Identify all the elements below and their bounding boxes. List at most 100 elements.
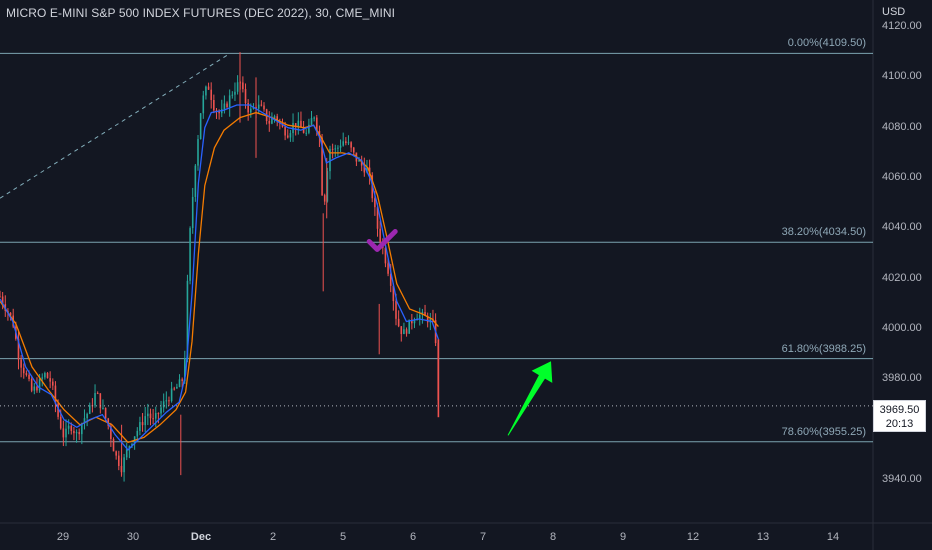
candle-body — [170, 388, 173, 402]
candle-body — [205, 86, 207, 96]
time-tick-label: Dec — [190, 531, 212, 543]
candle-body — [231, 94, 234, 96]
candle-body — [271, 117, 273, 124]
candle-body — [234, 91, 236, 95]
candle-body — [366, 167, 368, 173]
candle-body — [329, 148, 331, 172]
candle-body — [199, 113, 202, 140]
candle-body — [83, 418, 86, 424]
candle-body — [321, 137, 323, 196]
candle-body — [358, 160, 360, 162]
candle-body — [181, 379, 183, 381]
candle-body — [379, 228, 381, 242]
time-tick-label: 6 — [409, 531, 417, 543]
candle-body — [112, 438, 115, 452]
dashed-trendline[interactable] — [0, 53, 231, 199]
candle-body — [33, 386, 36, 391]
moving-averages — [0, 104, 440, 451]
candle-body — [236, 82, 239, 92]
candle-body — [20, 359, 22, 368]
candle-body — [44, 372, 46, 378]
candle-body — [136, 430, 139, 437]
candle-body — [59, 416, 62, 429]
price-tick-label: 4120.00 — [882, 20, 922, 32]
candle-body — [323, 195, 326, 202]
candle-body — [405, 329, 408, 334]
price-tick-label: 4060.00 — [882, 171, 922, 184]
candle-body — [220, 109, 223, 114]
candle-body — [418, 314, 421, 319]
candle-body — [30, 378, 33, 391]
candle-body — [115, 451, 117, 456]
candle-body — [123, 457, 125, 473]
candle-body — [305, 132, 308, 134]
candle-body — [408, 319, 410, 334]
candle-body — [413, 320, 416, 324]
fibonacci-levels[interactable] — [0, 52, 873, 443]
price-tick-label: 3940.00 — [882, 473, 922, 486]
candle-body — [165, 400, 168, 402]
up-arrow-icon[interactable] — [507, 361, 553, 436]
candle-body — [339, 145, 342, 148]
candle-body — [54, 385, 57, 404]
candle-body — [426, 315, 429, 323]
candle-body — [268, 120, 271, 124]
candle-body — [9, 312, 12, 316]
bar-countdown: 20:13 — [885, 418, 914, 430]
time-tick-label: 30 — [126, 531, 140, 543]
candle-body — [99, 393, 102, 409]
candle-body — [141, 422, 144, 426]
candle-body — [210, 89, 212, 100]
candle-body — [78, 432, 80, 435]
candle-body — [334, 148, 337, 150]
candle-body — [257, 104, 260, 109]
candle-body — [194, 165, 197, 197]
candle-body — [152, 418, 154, 420]
price-tick-label: 3980.00 — [882, 372, 922, 385]
candle-body — [360, 160, 363, 166]
candle-body — [25, 373, 28, 375]
candle-body — [276, 116, 278, 121]
candle-body — [350, 142, 352, 148]
time-tick-label: 14 — [826, 531, 840, 543]
candle-body — [110, 425, 112, 439]
candle-body — [342, 141, 344, 146]
candle-body — [107, 418, 110, 426]
candle-body — [131, 443, 133, 447]
candle-body — [411, 319, 413, 324]
chart-title: MICRO E-MINI S&P 500 INDEX FUTURES (DEC … — [6, 6, 396, 20]
last-price-value: 3969.50 — [879, 404, 920, 416]
candle-body — [67, 425, 70, 429]
trendline-layer[interactable] — [0, 53, 231, 199]
fib-level-label: 0.00%(4109.50) — [787, 37, 866, 50]
candle-body — [65, 428, 67, 438]
candle-body — [347, 142, 350, 144]
candle-body — [242, 82, 244, 90]
currency-label[interactable]: USD — [882, 6, 906, 18]
candle-body — [202, 95, 205, 114]
candle-body — [86, 413, 88, 419]
candle-body — [147, 413, 149, 417]
candle-body — [395, 301, 397, 319]
candle-body — [397, 318, 400, 327]
candle-body — [46, 372, 49, 379]
checkmark-icon[interactable] — [366, 229, 398, 253]
candle-body — [273, 116, 276, 118]
candle-body — [387, 263, 389, 274]
last-price-badge: 3969.50 20:13 — [873, 400, 926, 432]
candle-body — [75, 432, 78, 434]
candle-body — [162, 401, 165, 408]
candle-body — [88, 405, 91, 414]
candle-body — [94, 393, 96, 406]
candle-body — [81, 423, 83, 435]
candle-body — [374, 198, 376, 208]
annotations[interactable] — [366, 229, 553, 436]
candle-body — [302, 127, 305, 133]
time-tick-label: 12 — [686, 531, 700, 543]
candle-body — [289, 133, 292, 138]
price-tick-label: 4020.00 — [882, 271, 922, 284]
price-tick-label: 4100.00 — [882, 70, 922, 83]
candle-body — [36, 386, 38, 391]
